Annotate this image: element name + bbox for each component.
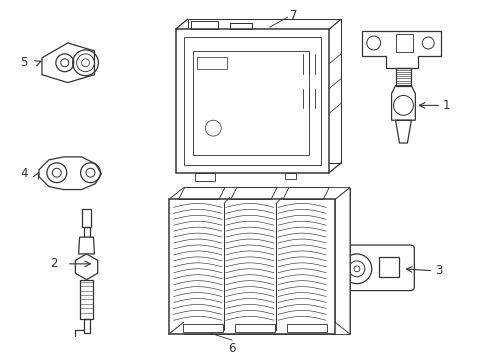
Polygon shape [75, 254, 98, 280]
Bar [83, 227, 89, 237]
Polygon shape [334, 188, 349, 334]
Text: 3: 3 [434, 264, 442, 277]
Polygon shape [79, 237, 94, 254]
Bar [234, 324, 274, 332]
Bar [83, 319, 89, 333]
Bar [193, 51, 309, 155]
Text: 4: 4 [20, 167, 28, 180]
Bar [378, 257, 398, 277]
Polygon shape [183, 188, 349, 334]
Bar [190, 21, 218, 29]
Bar [284, 173, 296, 179]
Bar [395, 34, 412, 52]
Bar [230, 23, 251, 29]
Text: 1: 1 [442, 99, 449, 112]
Bar [81, 210, 91, 227]
Polygon shape [39, 157, 101, 190]
Text: 2: 2 [50, 257, 57, 270]
Text: 6: 6 [228, 342, 235, 355]
Bar [183, 37, 321, 165]
Text: 7: 7 [289, 9, 296, 22]
Polygon shape [42, 43, 94, 82]
Text: 5: 5 [20, 56, 27, 69]
Bar [286, 324, 326, 332]
Bar [395, 68, 410, 86]
Bar [182, 324, 223, 332]
Bar [197, 57, 227, 69]
Bar [195, 173, 215, 181]
Bar [175, 29, 328, 173]
FancyBboxPatch shape [323, 245, 413, 291]
Polygon shape [168, 188, 349, 199]
Bar [80, 280, 93, 319]
Bar [168, 199, 334, 334]
